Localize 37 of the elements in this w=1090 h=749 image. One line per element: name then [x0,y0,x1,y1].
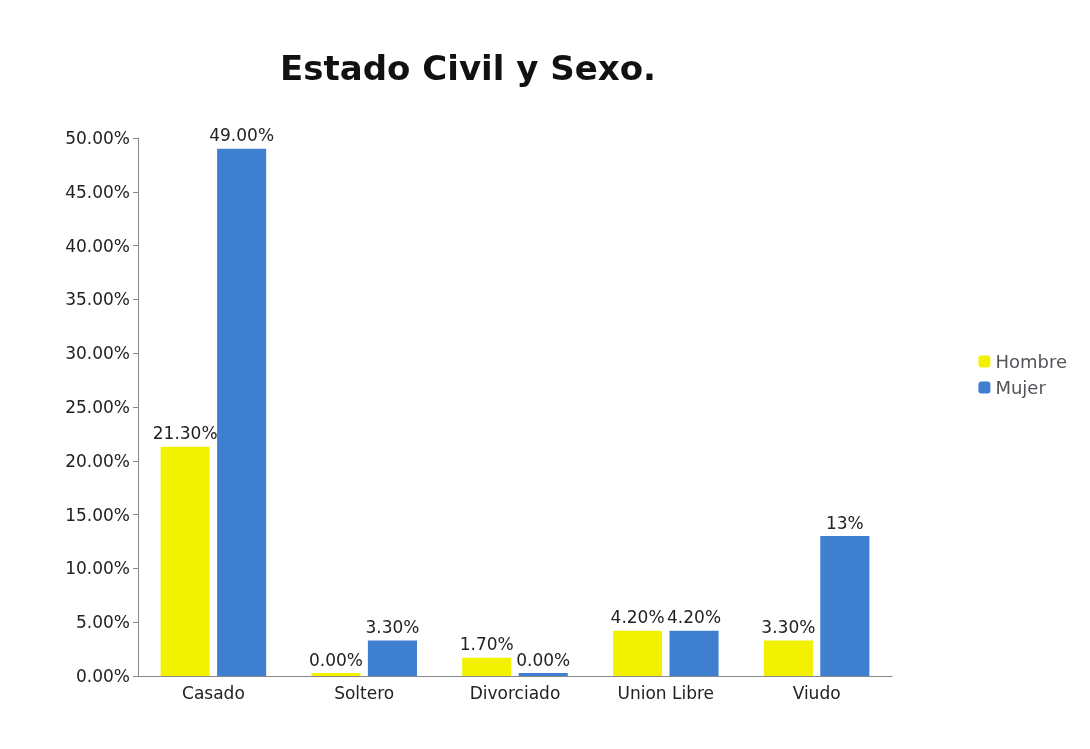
data-label: 4.20% [667,607,722,628]
chart-title: Estado Civil y Sexo. [280,48,656,88]
data-label: 1.70% [459,634,514,655]
y-tick-label: 10.00% [65,558,130,579]
y-tick-label: 5.00% [75,612,130,633]
bar [820,536,870,676]
bar [217,148,267,676]
bar [160,446,210,676]
data-label: 3.30% [365,616,420,637]
data-label: 13% [825,512,864,533]
y-tick-label: 25.00% [65,397,130,417]
x-tick-label: Soltero [334,682,395,703]
y-tick-label: 20.00% [65,450,130,471]
y-tick-label: 15.00% [65,504,130,525]
x-tick-label: Divorciado [469,682,561,703]
y-tick-label: 50.00% [65,128,130,148]
data-label: 0.00% [308,649,363,670]
bar [462,657,512,676]
data-label: 49.00% [209,125,275,146]
y-tick-label: 40.00% [65,235,130,256]
legend-label: Hombre [995,351,1068,372]
y-tick-label: 45.00% [65,181,130,202]
y-tick-label: 0.00% [75,666,130,686]
bar [763,640,813,676]
bar [613,630,663,676]
x-tick-label: Union Libre [617,682,715,703]
bar [367,640,417,676]
data-label: 21.30% [152,423,218,444]
x-tick-label: Casado [182,682,245,703]
data-label: 4.20% [610,607,665,628]
x-tick-label: Viudo [792,682,841,703]
y-tick-label: 35.00% [65,289,130,310]
y-tick-label: 30.00% [65,343,130,364]
data-label: 3.30% [761,616,816,637]
data-label: 0.00% [516,649,571,670]
bar [669,630,719,676]
legend-label: Mujer [995,377,1047,398]
